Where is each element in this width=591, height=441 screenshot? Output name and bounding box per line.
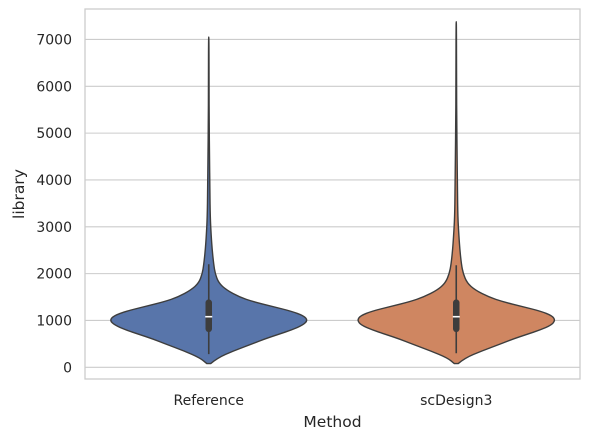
y-tick-label: 2000 <box>36 267 72 283</box>
x-tick-label: Reference <box>174 393 245 409</box>
y-tick-label: 1000 <box>36 313 72 329</box>
violin-scdesign3 <box>357 20 556 365</box>
y-tick-labels: 0 1000 2000 3000 4000 5000 6000 7000 <box>36 32 72 376</box>
x-axis-label: Method <box>303 413 361 431</box>
y-axis-label: library <box>10 169 28 219</box>
y-tick-label: 4000 <box>36 173 72 189</box>
y-tick-label: 0 <box>63 360 72 376</box>
y-tick-label: 5000 <box>36 126 72 142</box>
y-tick-label: 3000 <box>36 220 72 236</box>
x-tick-label: scDesign3 <box>420 393 492 409</box>
plot-frame <box>84 8 581 380</box>
x-tick-labels: Reference scDesign3 <box>174 393 493 409</box>
y-tick-label: 7000 <box>36 32 72 48</box>
violins <box>110 20 556 365</box>
y-tick-label: 6000 <box>36 79 72 95</box>
violin-reference <box>110 36 308 365</box>
